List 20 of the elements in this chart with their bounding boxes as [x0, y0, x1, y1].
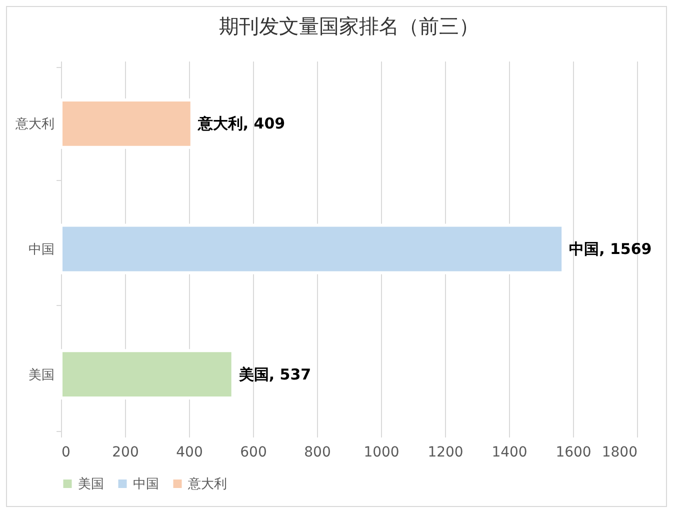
- data-label: 意大利, 409: [196, 114, 286, 133]
- x-tick-label: 1600: [556, 444, 592, 460]
- chart-title: 期刊发文量国家排名（前三）: [219, 14, 479, 38]
- x-tick-label: 800: [304, 444, 331, 460]
- x-tick-label: 200: [112, 444, 139, 460]
- x-tick-label: 400: [176, 444, 203, 460]
- x-tick-label: 1400: [492, 444, 528, 460]
- legend-label: 中国: [133, 476, 159, 492]
- legend-label: 美国: [78, 476, 104, 492]
- x-tick-label: 600: [240, 444, 267, 460]
- x-tick-label: 1200: [428, 444, 464, 460]
- data-label: 中国, 1569: [569, 240, 652, 258]
- y-tick-label: 美国: [28, 366, 54, 383]
- legend-label: 意大利: [187, 476, 227, 492]
- x-tick-label: 0: [62, 444, 70, 460]
- y-tick-label: 意大利: [14, 117, 54, 132]
- y-tick-label: 中国: [28, 242, 54, 258]
- data-label: 美国, 537: [238, 365, 312, 384]
- x-tick-label: 1000: [364, 444, 400, 460]
- x-tick-label: 1800: [602, 444, 638, 460]
